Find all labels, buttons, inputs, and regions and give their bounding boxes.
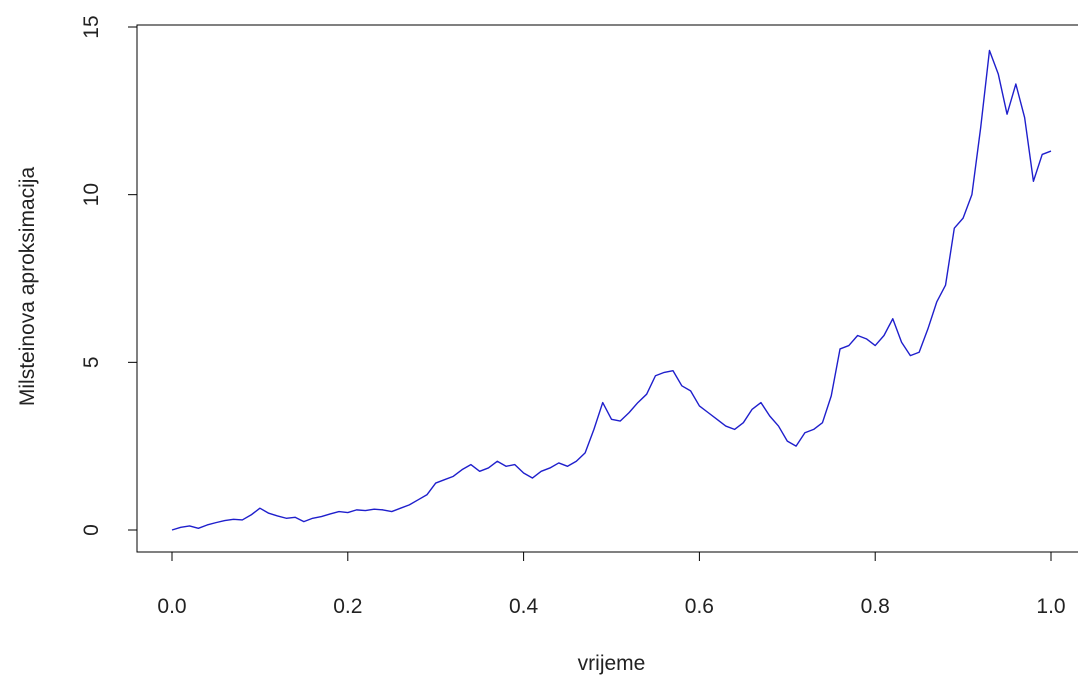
plot-frame: [136, 24, 1078, 553]
x-axis-title: vrijeme: [578, 652, 646, 675]
x-tick-label: 1.0: [1036, 595, 1065, 618]
y-axis: 0 5 10 15: [80, 15, 137, 536]
x-axis: 0.0 0.2 0.4 0.6 0.8 1.0: [157, 552, 1066, 618]
x-tick-label: 0.6: [685, 595, 714, 618]
plot-frame-border: [136, 24, 1078, 553]
y-tick-label: 0: [80, 524, 103, 536]
series-group: [171, 49, 1052, 531]
x-tick-label: 0.8: [861, 595, 890, 618]
y-tick-label: 5: [80, 356, 103, 368]
y-tick-label: 10: [80, 183, 103, 206]
x-tick-label: 0.2: [333, 595, 362, 618]
x-tick-label: 0.4: [509, 595, 539, 618]
x-tick-label: 0.0: [157, 595, 186, 618]
y-tick-label: 15: [80, 15, 103, 38]
series-line-0: [171, 49, 1052, 531]
y-axis-title: Milsteinova aproksimacija: [16, 167, 39, 407]
